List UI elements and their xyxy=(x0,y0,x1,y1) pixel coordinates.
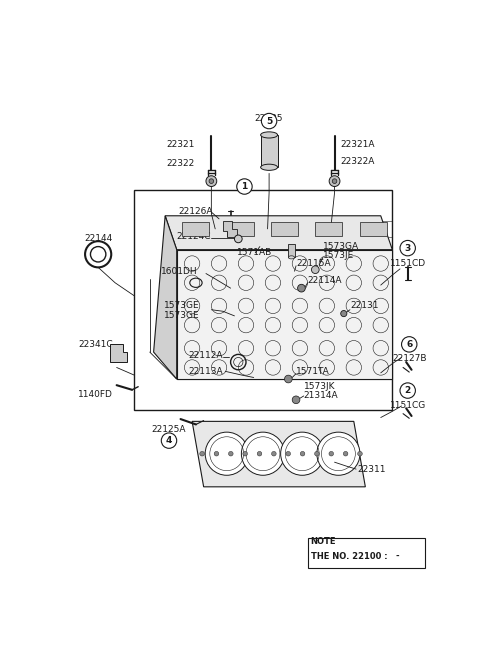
Circle shape xyxy=(329,451,334,456)
Polygon shape xyxy=(192,421,365,487)
Circle shape xyxy=(161,433,177,448)
Text: 6: 6 xyxy=(406,340,412,349)
Ellipse shape xyxy=(288,256,295,259)
Text: 22131: 22131 xyxy=(350,301,378,310)
Text: 22125A: 22125A xyxy=(152,424,186,434)
Text: 2: 2 xyxy=(405,386,411,395)
Text: 22113A: 22113A xyxy=(188,367,223,376)
Circle shape xyxy=(385,551,396,562)
Circle shape xyxy=(314,451,319,456)
Text: 1573JE: 1573JE xyxy=(323,251,354,260)
Text: 3: 3 xyxy=(405,243,411,253)
Bar xyxy=(308,538,425,569)
Bar xyxy=(182,222,209,236)
Text: 22311: 22311 xyxy=(358,464,386,474)
Bar xyxy=(360,222,386,236)
Text: 22135: 22135 xyxy=(255,114,283,123)
Text: 1573JK: 1573JK xyxy=(304,382,335,391)
Circle shape xyxy=(206,176,217,186)
Text: 22321A: 22321A xyxy=(341,140,375,149)
Circle shape xyxy=(237,179,252,194)
Text: 1573GE: 1573GE xyxy=(164,301,199,310)
Text: 22144: 22144 xyxy=(84,234,112,243)
Circle shape xyxy=(317,432,360,475)
Circle shape xyxy=(341,310,347,317)
Circle shape xyxy=(228,451,233,456)
Polygon shape xyxy=(177,250,392,379)
Text: 1573GE: 1573GE xyxy=(164,310,199,319)
Text: 1573GA: 1573GA xyxy=(323,242,359,251)
Bar xyxy=(271,222,298,236)
Bar xyxy=(227,222,254,236)
Text: 6: 6 xyxy=(402,552,407,561)
Text: 1: 1 xyxy=(241,182,248,191)
Text: 22341C: 22341C xyxy=(79,340,113,349)
Text: 22112A: 22112A xyxy=(188,352,223,360)
Circle shape xyxy=(332,179,337,184)
Polygon shape xyxy=(154,216,177,379)
Text: 21314A: 21314A xyxy=(304,392,338,400)
Circle shape xyxy=(281,432,324,475)
Circle shape xyxy=(286,451,290,456)
Text: 1571TA: 1571TA xyxy=(296,367,330,376)
Circle shape xyxy=(400,383,415,398)
Text: 1151CD: 1151CD xyxy=(390,259,426,268)
Text: 1: 1 xyxy=(388,552,394,561)
Text: NOTE: NOTE xyxy=(311,537,336,546)
Circle shape xyxy=(209,179,214,184)
Polygon shape xyxy=(110,344,127,362)
Text: 4: 4 xyxy=(166,436,172,445)
Circle shape xyxy=(234,235,242,243)
Circle shape xyxy=(205,432,248,475)
Bar xyxy=(261,135,277,167)
Ellipse shape xyxy=(261,164,277,171)
Circle shape xyxy=(400,240,415,256)
Ellipse shape xyxy=(261,132,277,138)
Circle shape xyxy=(343,451,348,456)
Text: 22321: 22321 xyxy=(166,140,194,149)
Text: 1140FD: 1140FD xyxy=(78,390,113,399)
Circle shape xyxy=(272,451,276,456)
Text: 22322: 22322 xyxy=(166,159,194,168)
Text: 1571AB: 1571AB xyxy=(237,248,272,257)
Circle shape xyxy=(214,451,219,456)
Bar xyxy=(315,222,342,236)
Circle shape xyxy=(262,113,277,129)
Circle shape xyxy=(312,266,319,274)
Text: 1151CG: 1151CG xyxy=(390,401,426,409)
Circle shape xyxy=(399,551,410,562)
Circle shape xyxy=(292,396,300,403)
Polygon shape xyxy=(165,216,392,250)
Circle shape xyxy=(329,176,340,186)
Text: THE NO. 22100 :: THE NO. 22100 : xyxy=(311,552,390,561)
Circle shape xyxy=(200,451,204,456)
Circle shape xyxy=(358,451,362,456)
Text: 22126A: 22126A xyxy=(178,207,213,216)
Polygon shape xyxy=(223,221,237,237)
Circle shape xyxy=(85,241,111,268)
Circle shape xyxy=(243,451,248,456)
Circle shape xyxy=(402,337,417,352)
Circle shape xyxy=(298,284,305,292)
Text: 5: 5 xyxy=(266,117,272,125)
Bar xyxy=(288,243,295,257)
Text: 22124C: 22124C xyxy=(177,232,211,241)
Text: 22115A: 22115A xyxy=(296,259,331,268)
Circle shape xyxy=(241,432,285,475)
Circle shape xyxy=(257,451,262,456)
Bar xyxy=(134,190,392,410)
Circle shape xyxy=(90,247,106,262)
Text: 22114A: 22114A xyxy=(308,276,342,285)
Circle shape xyxy=(285,375,292,383)
Text: 22322A: 22322A xyxy=(341,157,375,167)
Text: -: - xyxy=(396,552,399,561)
Text: 22127B: 22127B xyxy=(392,354,427,363)
Circle shape xyxy=(300,451,305,456)
Text: 1601DH: 1601DH xyxy=(161,267,198,276)
